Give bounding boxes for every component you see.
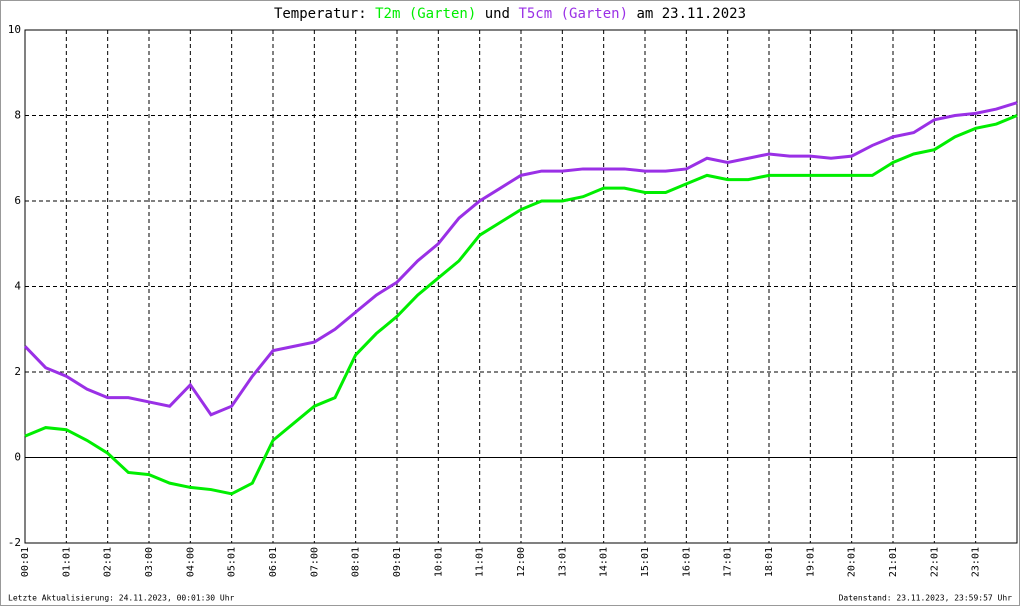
y-tick-label: 10 — [8, 23, 21, 36]
x-tick-label: 13:01 — [557, 547, 568, 577]
footer-right: Datenstand: 23.11.2023, 23:59:57 Uhr — [839, 594, 1013, 603]
series-line — [23, 101, 1018, 417]
title-series: T5cm (Garten) — [518, 6, 628, 22]
x-tick-label: 18:01 — [764, 547, 775, 577]
x-tick-label: 02:01 — [103, 547, 114, 577]
chart-title: Temperatur: T2m (Garten) und T5cm (Garte… — [274, 6, 746, 22]
x-tick-label: 14:01 — [599, 547, 610, 577]
footer-left: Letzte Aktualisierung: 24.11.2023, 00:01… — [8, 594, 235, 603]
x-tick-label: 10:01 — [433, 547, 444, 577]
y-tick-label: 2 — [14, 365, 21, 378]
y-tick-label: 0 — [14, 451, 21, 464]
x-tick-label: 06:01 — [268, 547, 279, 577]
x-tick-label: 16:01 — [681, 547, 692, 577]
y-tick-label: 8 — [14, 109, 21, 122]
x-tick-label: 19:01 — [805, 547, 816, 577]
title-prefix: Temperatur: — [274, 6, 367, 22]
x-tick-label: 17:01 — [723, 547, 734, 577]
y-tick-label: 6 — [14, 194, 21, 207]
x-tick-label: 09:01 — [392, 547, 403, 577]
x-tick-label: 01:01 — [61, 547, 72, 577]
x-tick-label: 05:01 — [227, 547, 238, 577]
x-tick-label: 07:00 — [309, 547, 320, 577]
x-tick-label: 08:01 — [351, 547, 362, 577]
x-tick-label: 15:01 — [640, 547, 651, 577]
x-tick-label: 21:01 — [888, 547, 899, 577]
x-tick-label: 00:01 — [20, 547, 31, 577]
x-tick-label: 23:01 — [971, 547, 982, 577]
x-tick-label: 20:01 — [847, 547, 858, 577]
series-line — [24, 114, 1018, 496]
x-tick-label: 03:00 — [144, 547, 155, 577]
title-joiner: und — [485, 6, 510, 22]
title-series: T2m (Garten) — [375, 6, 476, 22]
x-tick-label: 11:01 — [475, 547, 486, 577]
y-tick-label: -2 — [8, 536, 21, 549]
plot-border — [24, 29, 1018, 544]
x-tick-label: 22:01 — [929, 547, 940, 577]
x-tick-label: 04:00 — [185, 547, 196, 577]
title-suffix: am 23.11.2023 — [636, 6, 746, 22]
x-tick-label: 12:00 — [516, 547, 527, 577]
y-tick-label: 4 — [14, 280, 21, 293]
